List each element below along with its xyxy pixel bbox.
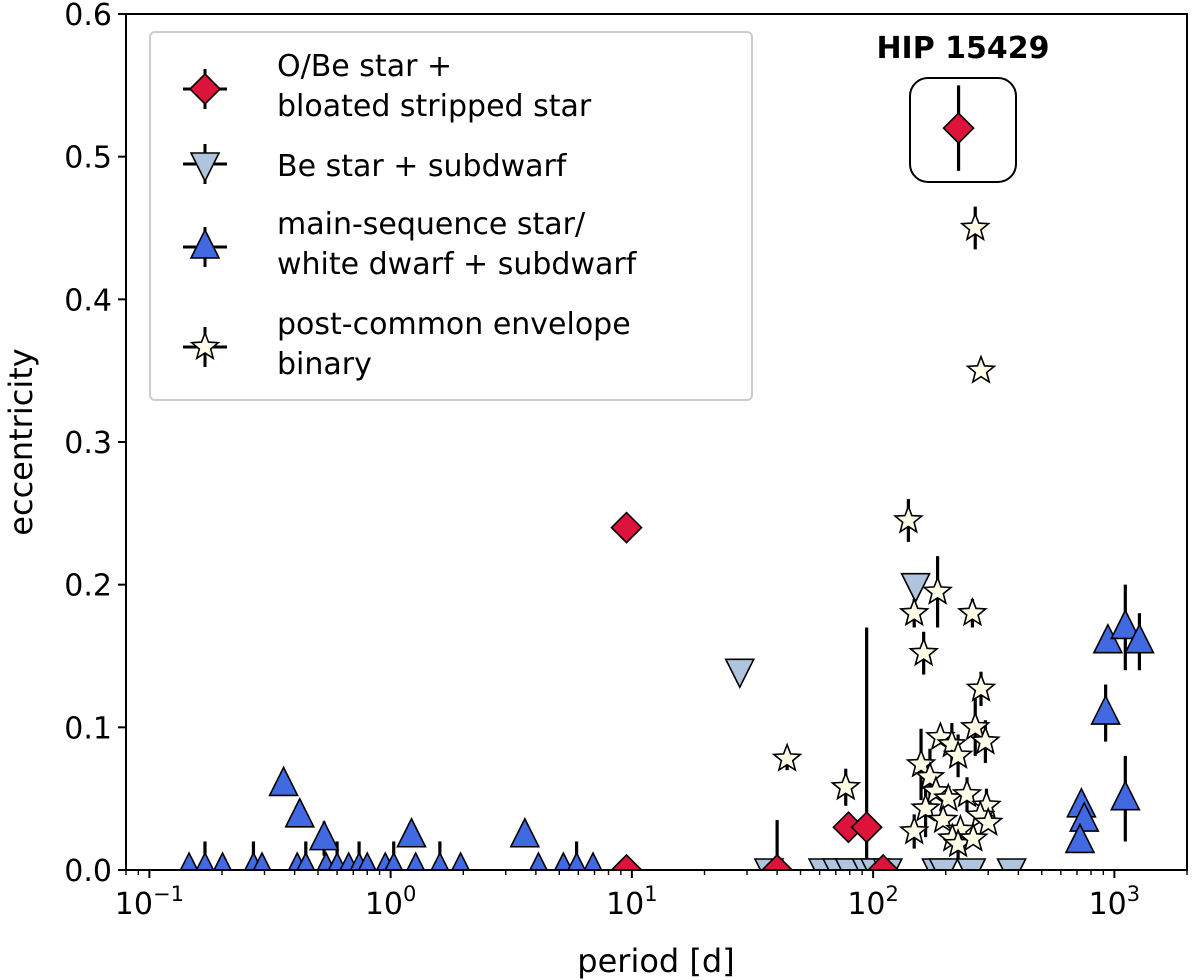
point-pceb-5 [957, 596, 988, 627]
series-ms_wd_subdwarf [179, 584, 1155, 870]
legend-marker-pceb [183, 327, 227, 367]
point-ms_wd_subdwarf-29 [1110, 779, 1141, 811]
x-axis: 10−1 100 101 102 103 [115, 870, 1188, 922]
y-tick-label-2: 0.2 [64, 569, 112, 604]
point-pceb-9 [830, 771, 862, 801]
point-ms_wd_subdwarf-22 [284, 796, 316, 828]
y-tick-label-4: 0.4 [64, 283, 112, 318]
point-ms_wd_subdwarf-15 [430, 851, 450, 870]
legend-marker-be_subdwarf [183, 144, 227, 184]
point-ob_stripped-5 [850, 811, 883, 844]
y-axis-label: eccentricity [2, 348, 40, 535]
point-pceb-8 [771, 742, 803, 772]
point-be_subdwarf-1 [724, 658, 756, 690]
point-be_subdwarf-11 [955, 858, 987, 870]
point-ms_wd_subdwarf-14 [406, 851, 426, 870]
y-tick-label-0: 0.0 [64, 854, 112, 889]
series-ob_stripped [610, 85, 975, 870]
point-ms_wd_subdwarf-13 [384, 851, 404, 870]
point-ob_stripped-3 [760, 853, 794, 870]
legend-markers [183, 69, 227, 367]
x-tick-label-2: 101 [606, 882, 658, 922]
y-tick-label-1: 0.1 [64, 711, 112, 746]
point-ms_wd_subdwarf-25 [509, 816, 541, 848]
plot-content [179, 85, 1155, 870]
point-ms_wd_subdwarf-2 [213, 851, 232, 870]
point-pceb-7 [965, 672, 997, 702]
point-pceb-20 [910, 792, 942, 822]
y-tick-label-6: 0.6 [64, 0, 112, 33]
point-pceb-14 [942, 739, 974, 769]
point-ms_wd_subdwarf-27 [1068, 801, 1100, 832]
legend-symbol-pceb [189, 330, 221, 361]
point-ms_wd_subdwarf-16 [451, 851, 470, 870]
point-ob_stripped-2 [610, 853, 643, 870]
legend-marker-ms_wd_subdwarf [183, 227, 227, 267]
point-ms_wd_subdwarf-28 [1064, 822, 1096, 854]
x-tick-label-4: 103 [1089, 882, 1141, 922]
annotation-hip-15429: HIP 15429 [876, 31, 1049, 66]
point-ob_stripped-6 [866, 853, 900, 870]
legend-frame [149, 31, 753, 401]
point-ms_wd_subdwarf-19 [567, 851, 586, 870]
x-tick-label-1: 100 [365, 882, 417, 922]
point-pceb-6 [908, 636, 940, 667]
point-ms_wd_subdwarf-6 [296, 851, 316, 870]
point-pceb-19 [951, 778, 983, 808]
y-tick-label-3: 0.3 [64, 426, 112, 461]
x-axis-label: period [d] [577, 942, 734, 980]
point-ms_wd_subdwarf-1 [195, 851, 215, 870]
point-ob_stripped-0 [942, 112, 975, 145]
legend-label-ob-stripped: O/Be star + bloated stripped star [277, 49, 592, 124]
point-pceb-0 [959, 211, 991, 242]
point-ms_wd_subdwarf-20 [583, 851, 603, 870]
point-ms_wd_subdwarf-23 [308, 819, 340, 851]
point-pceb-17 [920, 775, 952, 805]
x-tick-label-3: 102 [847, 882, 899, 922]
legend-marker-ob_stripped [183, 69, 227, 109]
point-ms_wd_subdwarf-0 [179, 851, 199, 870]
series-pceb [771, 206, 1004, 859]
point-ms_wd_subdwarf-17 [529, 851, 548, 870]
point-pceb-1 [965, 354, 997, 384]
point-pceb-16 [914, 761, 946, 791]
legend-symbol-ob_stripped [188, 72, 222, 106]
point-ms_wd_subdwarf-33 [1124, 622, 1155, 654]
point-pceb-24 [927, 803, 959, 834]
legend-label-ms-wd-subdwarf: main-sequence star/ white dwarf + subdwa… [277, 207, 638, 282]
point-ob_stripped-1 [610, 511, 643, 544]
legend-label-pceb: post-common envelope binary [277, 307, 640, 382]
point-be_subdwarf-10 [928, 858, 959, 870]
annotation-box [909, 77, 1017, 183]
point-be_subdwarf-0 [900, 572, 931, 604]
x-tick-label-0: 10−1 [115, 882, 184, 922]
point-pceb-15 [905, 748, 937, 778]
legend-symbol-be_subdwarf [189, 152, 221, 183]
point-pceb-25 [898, 815, 930, 845]
point-pceb-4 [898, 596, 930, 627]
point-pceb-13 [970, 725, 1001, 755]
point-pceb-23 [972, 806, 1004, 836]
point-ms_wd_subdwarf-11 [357, 851, 377, 870]
legend-label-be-subdwarf: Be star + subdwarf [277, 149, 568, 184]
point-ms_wd_subdwarf-32 [1110, 608, 1141, 640]
point-pceb-2 [892, 504, 924, 534]
point-ms_wd_subdwarf-4 [252, 851, 272, 870]
y-axis: 0.0 0.1 0.2 0.3 0.4 0.5 0.6 [64, 0, 126, 889]
point-be_subdwarf-12 [996, 858, 1027, 870]
point-pceb-10 [959, 711, 991, 741]
legend-symbol-ms_wd_subdwarf [189, 228, 221, 259]
y-tick-label-5: 0.5 [64, 141, 112, 176]
point-ms_wd_subdwarf-24 [396, 816, 427, 848]
point-pceb-29 [957, 822, 989, 852]
point-pceb-3 [922, 575, 953, 605]
point-ms_wd_subdwarf-21 [268, 765, 299, 797]
legend: O/Be star + bloated stripped star Be sta… [149, 31, 753, 401]
point-ms_wd_subdwarf-30 [1090, 694, 1121, 725]
